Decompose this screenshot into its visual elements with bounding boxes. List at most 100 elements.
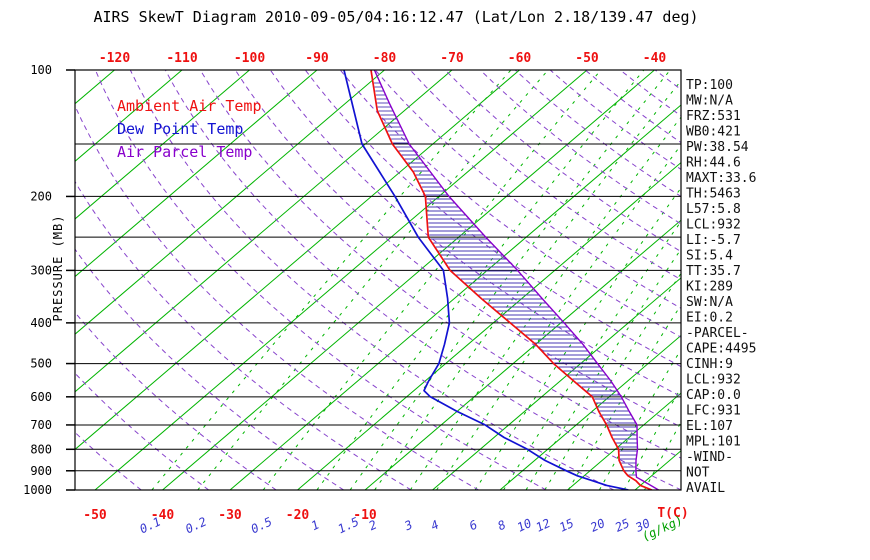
dry-adiabat-line (234, 70, 681, 428)
isotherm-line (75, 70, 453, 393)
stats-panel-line: LFC:931 (686, 404, 741, 419)
stats-panel-line: PW:38.54 (686, 140, 749, 155)
pressure-tick-label: 800 (30, 442, 52, 456)
background-grid-layer (75, 70, 870, 490)
bottom-temp-label: -30 (218, 508, 242, 523)
temperature-unit-label: T(C) (657, 506, 688, 521)
stats-panel-line: SI:5.4 (686, 249, 733, 264)
stats-panel-line: MPL:101 (686, 435, 741, 450)
isotherm-line (75, 70, 318, 278)
mixing-ratio-line (349, 70, 671, 490)
stats-panel-line: RH:44.6 (686, 156, 741, 171)
isotherm-line (567, 392, 681, 490)
stats-panel-line: EL:107 (686, 419, 733, 434)
legend-air-parcel-temp: Air Parcel Temp (117, 143, 252, 161)
sounding-profiles-layer (343, 70, 659, 490)
legend-ambient-air-temp: Ambient Air Temp (117, 97, 262, 115)
stats-panel-line: MAXT:33.6 (686, 171, 756, 186)
mixing-ratio-label: 30 (632, 516, 652, 535)
stats-panel-line: CAP:0.0 (686, 388, 741, 403)
mixing-ratio-label: 8 (496, 518, 508, 534)
cape-hatch-layer (374, 82, 638, 476)
mixing-ratio-label: 10 (515, 516, 534, 535)
mixing-ratio-line (623, 386, 681, 490)
stats-panel-line: FRZ:531 (686, 109, 741, 124)
stats-panel-line: L57:5.8 (686, 202, 741, 217)
mixing-ratio-line (316, 70, 645, 490)
dry-adiabat-line (199, 70, 681, 459)
mixing-ratio-label: 1 (309, 518, 321, 534)
mixing-ratio-line (525, 248, 681, 490)
pressure-tick-label: 600 (30, 390, 52, 404)
top-temp-label: -50 (575, 51, 599, 66)
top-temp-label: -110 (166, 51, 197, 66)
stats-panel-line: TH:5463 (686, 187, 741, 202)
isotherm-line (297, 161, 681, 490)
stats-panel-line: WB0:421 (686, 125, 741, 140)
air-parcel-temp-curve (373, 70, 659, 490)
dry-adiabat-line (304, 70, 681, 368)
mixing-ratio-line (544, 272, 681, 490)
dry-adiabat-line (75, 372, 210, 490)
isotherm-line (499, 334, 681, 490)
mixing-ratio-line (409, 116, 681, 490)
pressure-tick-label: 300 (30, 263, 52, 277)
stats-panel-line: -WIND- (686, 450, 733, 465)
pressure-axis-title: PRESSURE (MB) (51, 215, 65, 322)
pressure-tick-label: 900 (30, 464, 52, 478)
mixing-ratio-label: 15 (557, 516, 576, 535)
isotherm-line (75, 70, 520, 451)
isotherm-line (770, 70, 870, 490)
dry-adiabat-line (725, 70, 870, 490)
dry-adiabat-line (444, 70, 681, 253)
stats-panel-line: MW:N/A (686, 94, 733, 109)
mixing-ratio-label: 2 (367, 518, 379, 534)
stats-panel-line: LI:-5.7 (686, 233, 741, 248)
isotherm-line (364, 219, 681, 490)
pressure-tick-label: 100 (30, 63, 52, 77)
dew-point-temp-curve (343, 70, 629, 490)
top-temp-label: -120 (99, 51, 130, 66)
isotherm-line (75, 70, 385, 335)
mixing-ratio-label: 3 (401, 518, 414, 534)
stats-panel-line: NOT (686, 466, 710, 481)
mixing-ratio-line (197, 70, 549, 490)
chart-title: AIRS SkewT Diagram 2010-09-05/04:16:12.4… (93, 8, 698, 26)
top-temp-label: -70 (440, 51, 464, 66)
stats-panel-line: CINH:9 (686, 357, 733, 372)
mixing-ratio-label: 20 (588, 516, 607, 535)
axis-labels-layer: -120 -110 -100 -90 -80 -70 -60 -50 -40 -50 -40 -30 -… (23, 51, 756, 536)
mixing-ratio-label: 0.5 (249, 514, 275, 536)
dry-adiabat-line (339, 70, 681, 338)
top-temp-label: -80 (373, 51, 397, 66)
mixing-ratio-label: 6 (467, 518, 479, 534)
stats-panel-line: TP:100 (686, 78, 733, 93)
dry-adiabat-line (164, 70, 681, 490)
dry-adiabat-line (75, 104, 479, 490)
mixing-ratio-line (567, 304, 681, 490)
plot-frame-layer (66, 69, 682, 491)
mixing-ratio-label: 12 (534, 516, 553, 535)
mixing-ratio-line (151, 70, 512, 490)
dry-adiabat-line (75, 180, 412, 490)
pressure-tick-label: 500 (30, 357, 52, 371)
dry-adiabat-line (75, 248, 344, 490)
pressure-tick-label: 1000 (23, 483, 52, 497)
top-temp-label: -60 (508, 51, 532, 66)
isotherm-line (634, 450, 681, 490)
stats-panel-line: LCL:932 (686, 218, 741, 233)
legend-dew-point-temp: Dew Point Temp (117, 120, 243, 138)
pressure-tick-label: 400 (30, 316, 52, 330)
top-temp-label: -100 (234, 51, 265, 66)
stats-panel-line: LCL:932 (686, 373, 741, 388)
top-temp-label: -90 (305, 51, 329, 66)
stats-panel-line: -PARCEL- (686, 326, 749, 341)
stats-panel-line: SW:N/A (686, 295, 733, 310)
plot-border (74, 69, 682, 491)
pressure-tick-label: 700 (30, 418, 52, 432)
stats-panel-line: TT:35.7 (686, 264, 741, 279)
mixing-ratio-line (503, 220, 681, 490)
bottom-temp-label: -40 (151, 508, 175, 523)
